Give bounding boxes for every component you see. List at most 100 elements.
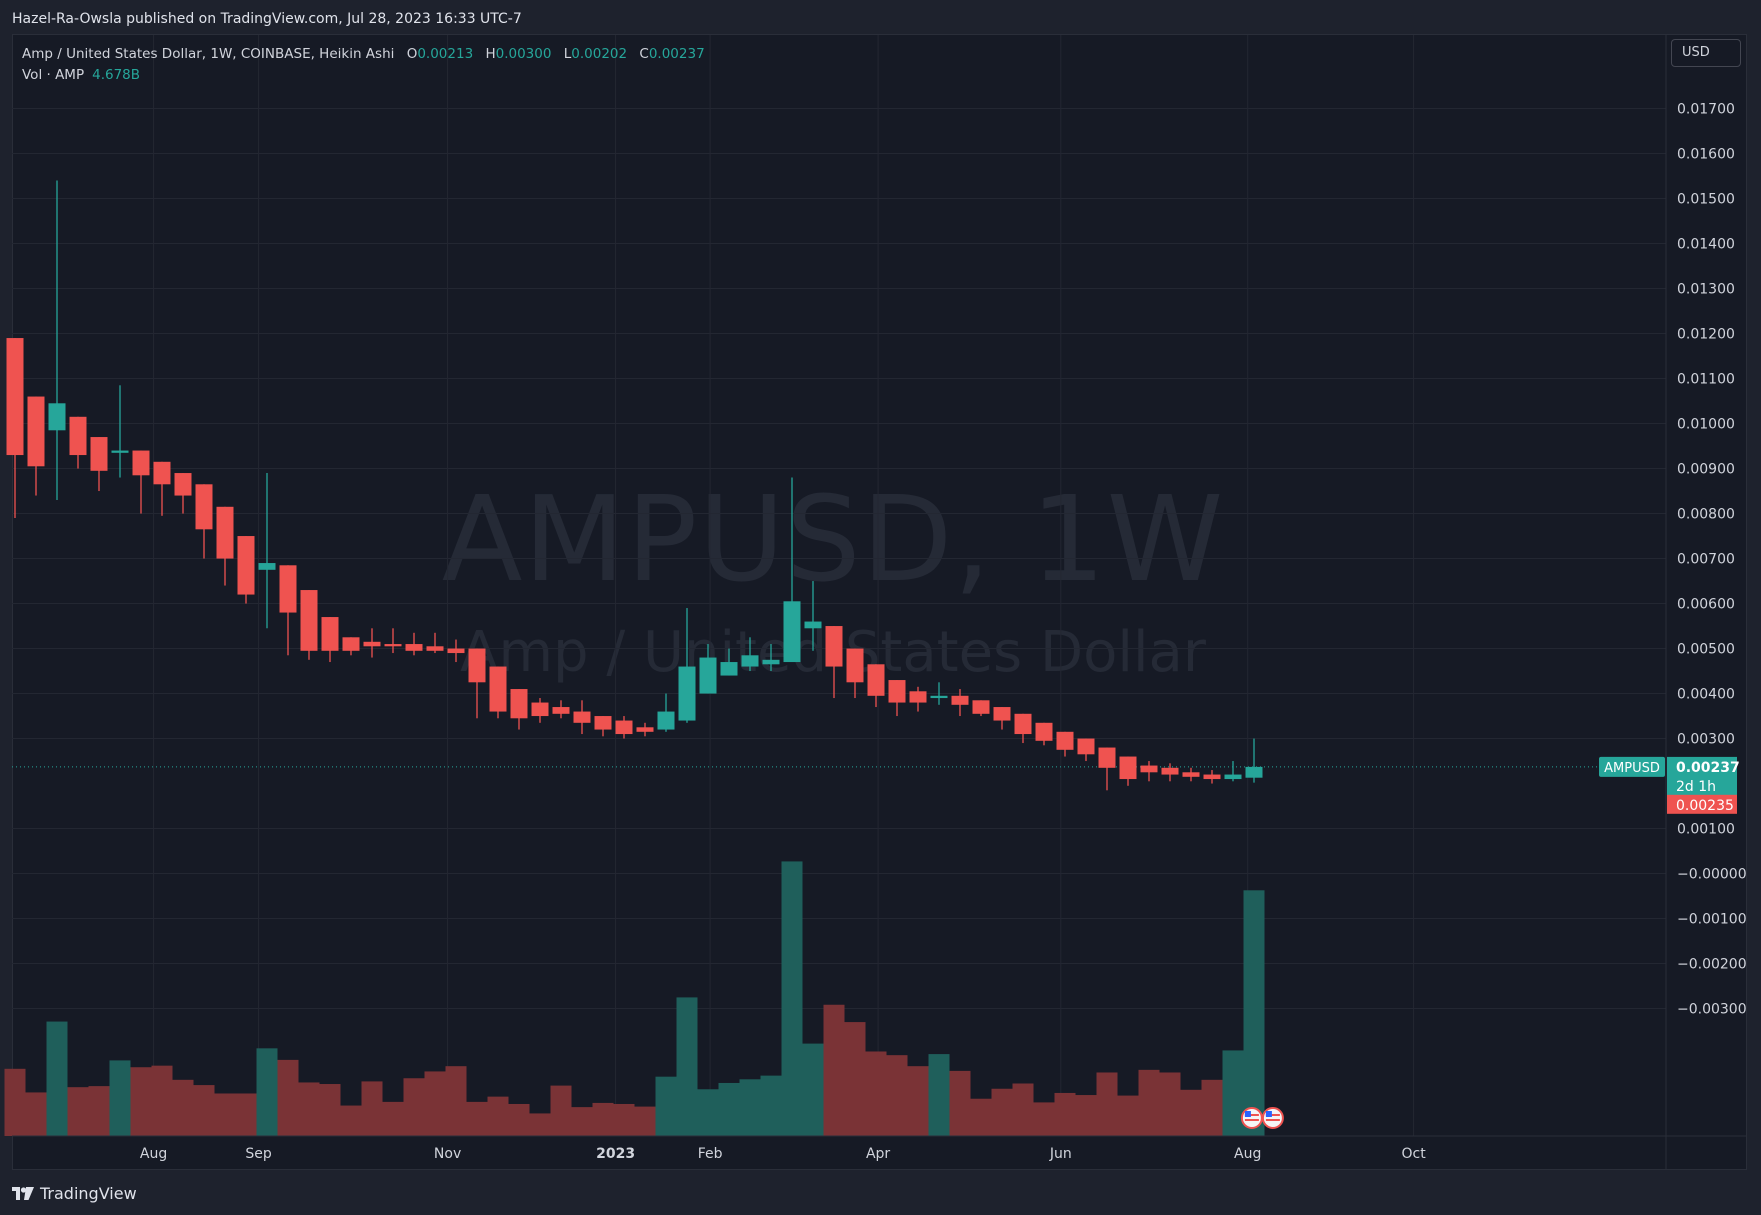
candle-body [804,621,822,629]
previous-close-tag [1667,794,1737,814]
price-tick-label: 0.01200 [1677,327,1735,343]
volume-bar [298,1082,320,1136]
candle-body [363,641,381,647]
previous-close-value: 0.00235 [1676,798,1734,814]
candle-body [1182,772,1200,777]
volume-bar [718,1082,740,1136]
price-tick-label: 0.00400 [1677,687,1735,703]
volume-bar [1222,1050,1244,1136]
volume-bar [655,1076,677,1136]
volume-bar [508,1103,530,1136]
candle-body [510,689,528,719]
volume-bar [235,1093,257,1136]
candle-body [258,563,276,570]
candle-body [615,720,633,735]
candle-body [846,648,864,683]
candle-body [111,450,129,453]
volume-bar [907,1066,929,1136]
candle-layer [6,180,1284,1129]
volume-bar [88,1086,110,1136]
candle-body [993,707,1011,721]
candle-body [972,700,990,714]
grid-layer [12,35,1666,1136]
volume-bar [382,1101,404,1136]
volume-bar [991,1088,1013,1136]
candle-body [1014,713,1032,735]
candle-body [405,644,423,651]
publisher-text: Hazel-Ra-Owsla published on TradingView.… [12,11,522,27]
us-flag-icon-canton [1244,1111,1251,1117]
candle-body [216,506,234,559]
candle-body [951,695,969,705]
legend-low-value: 0.00202 [571,46,628,62]
price-tick-label: 0.01700 [1677,102,1735,118]
candle-body [1119,756,1137,780]
candle-body [321,617,339,651]
volume-bar [1033,1102,1055,1136]
price-tick-label: 0.00300 [1677,732,1735,748]
candle-body [657,711,675,730]
candle-body [153,461,171,485]
candle-body [237,536,255,595]
volume-bar [949,1070,971,1136]
price-tick-label: −0.00200 [1677,957,1747,973]
price-tick-label: −0.00300 [1677,1002,1747,1018]
volume-bar [46,1021,68,1136]
currency-button[interactable]: USD [1671,39,1741,67]
volume-bar [130,1067,152,1136]
volume-bar [739,1079,761,1136]
footer: TradingView [0,1170,1761,1215]
countdown-value: 2d 1h [1676,779,1716,795]
candle-body [678,666,696,721]
legend-volume-label: Vol · AMP [22,67,85,83]
symbol-watermark: AMPUSD, 1W [441,470,1225,608]
candle-body [426,646,444,651]
volume-bar [445,1066,467,1136]
volume-bar [193,1085,215,1136]
candle-body [195,484,213,530]
candle-body [867,664,885,696]
volume-bar [1117,1095,1139,1136]
volume-bar [67,1087,89,1136]
price-tick-label: 0.01600 [1677,147,1735,163]
legend-open-label: O [406,46,418,62]
tradingview-brand: TradingView [40,1183,137,1203]
volume-bar [697,1089,719,1136]
volume-bar [25,1092,47,1136]
legend-symbol-row: Amp / United States Dollar, 1W, COINBASE… [22,44,705,65]
volume-bar [403,1078,425,1136]
candle-body [1098,747,1116,768]
volume-bar [487,1096,509,1136]
legend-close-value: 0.00237 [648,46,705,62]
time-tick-label: Apr [866,1146,890,1162]
volume-bar [571,1107,593,1136]
candle-body [1161,767,1179,775]
candle-body [720,662,738,676]
legend-symbol: Amp / United States Dollar, 1W, COINBASE… [22,46,395,62]
price-tick-label: 0.01100 [1677,372,1735,388]
candle-body [783,601,801,663]
time-tick-label: Sep [245,1146,272,1162]
price-tick-label: 0.00600 [1677,597,1735,613]
legend-volume-row: Vol · AMP 4.678B [22,65,705,86]
symbol-tag [1599,756,1665,777]
volume-bar [529,1113,551,1136]
candle-body [300,590,318,651]
candle-body [174,473,192,496]
candle-body [699,657,717,694]
volume-bar [214,1093,236,1136]
candle-body [69,416,87,456]
candle-body [468,648,486,683]
candle-body [384,644,402,647]
volume-bar [802,1043,824,1136]
candle-body [1140,765,1158,773]
candle-body [636,727,654,732]
volume-bar [760,1075,782,1136]
volume-bar [1096,1072,1118,1136]
time-tick-label: Aug [140,1146,167,1162]
candle-body [48,403,66,431]
volume-bar [319,1084,341,1136]
price-tick-label: 0.00900 [1677,462,1735,478]
tradingview-logo[interactable]: TradingView [12,1183,137,1203]
